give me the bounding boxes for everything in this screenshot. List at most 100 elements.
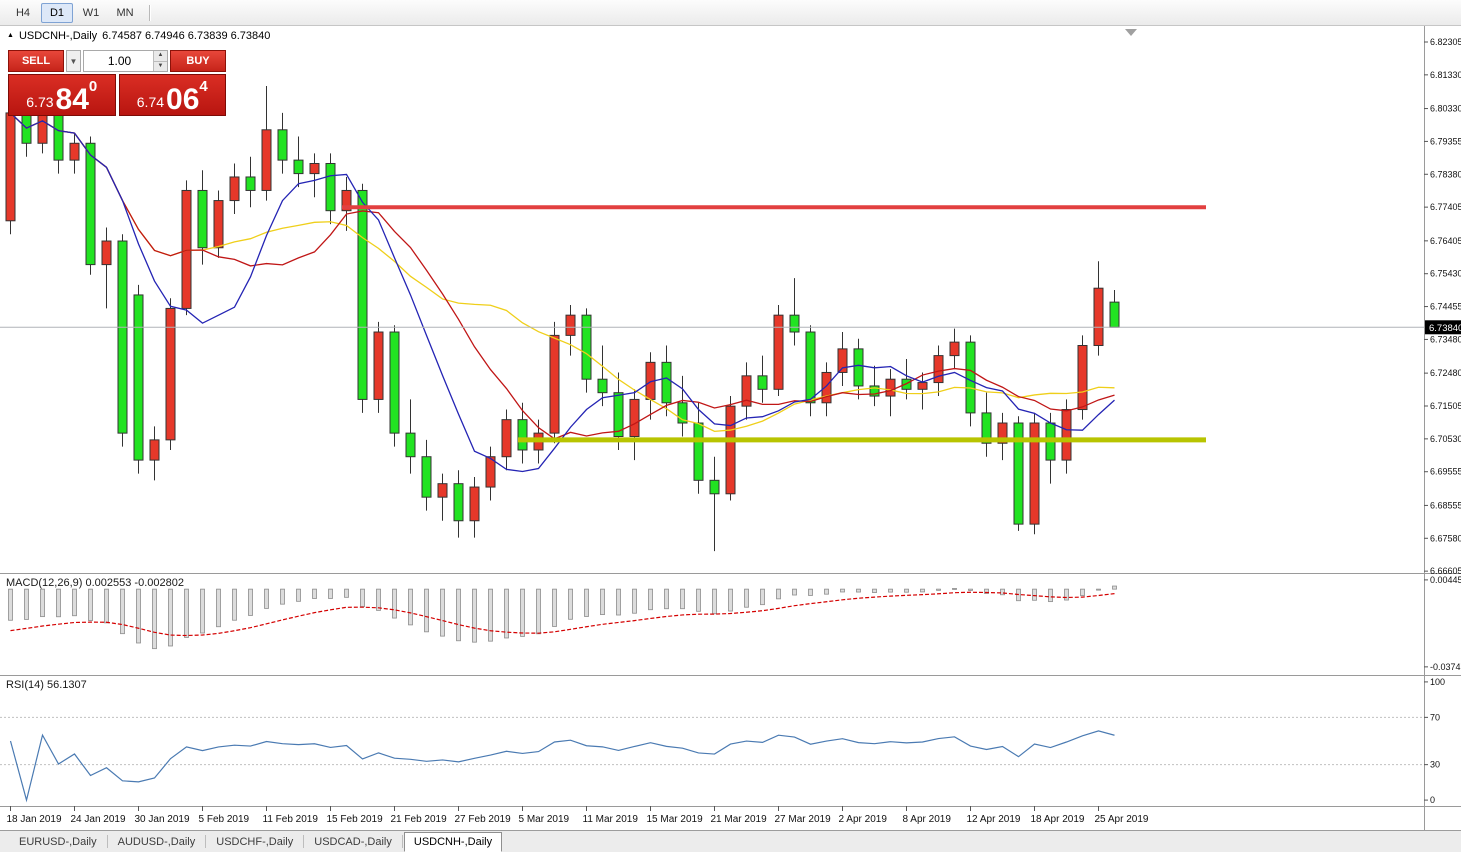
ask-pip-digit: 4 [199, 78, 208, 95]
trade-panel-controls: SELL ▼ ▲ ▼ BUY [8, 50, 226, 72]
macd-histogram-bar [872, 588, 877, 593]
buy-button[interactable]: BUY [170, 50, 226, 72]
candle [517, 419, 528, 451]
rsi-axis-label: 30 [1430, 760, 1440, 770]
macd-axis-label: -0.037475 [1430, 662, 1461, 672]
timeframe-button-d1[interactable]: D1 [41, 2, 73, 23]
price-axis-label: 6.70530 [1430, 434, 1461, 444]
volume-dropdown-button[interactable]: ▼ [66, 50, 81, 72]
price-axis-label: 6.81330 [1430, 70, 1461, 80]
volume-input[interactable] [84, 51, 167, 71]
rsi-indicator-label: RSI(14) 56.1307 [6, 679, 87, 691]
macd-histogram-bar [904, 588, 909, 593]
macd-histogram-bar [456, 588, 461, 642]
ohlc-readout: 6.74587 6.74946 6.73839 6.73840 [102, 30, 271, 42]
price-axis-label: 6.73480 [1430, 334, 1461, 344]
candle [453, 483, 464, 522]
date-axis-label: 2 Apr 2019 [839, 814, 888, 825]
macd-histogram-bar [216, 588, 221, 628]
date-axis-label: 25 Apr 2019 [1095, 814, 1149, 825]
candle [805, 331, 816, 404]
tab-usdchf-daily[interactable]: USDCHF-,Daily [216, 835, 294, 848]
candle [949, 341, 960, 357]
candle [309, 162, 320, 175]
tab-usdcad-daily[interactable]: USDCAD-,Daily [314, 835, 392, 848]
chart-tab-bar: EURUSD-,Daily AUDUSD-,Daily USDCHF-,Daily U… [0, 830, 1461, 852]
candle [501, 419, 512, 458]
triangle-icon: ▲ [7, 31, 14, 39]
macd-histogram-bar [776, 588, 781, 600]
ask-price-box[interactable]: 6.74 06 4 [118, 74, 226, 116]
macd-histogram-bar [1032, 588, 1037, 601]
timeframe-button-w1[interactable]: W1 [82, 6, 100, 19]
ma-line-21 [10, 112, 1115, 433]
candle [933, 355, 944, 384]
tab-usdcnh-daily[interactable]: USDCNH-,Daily [403, 831, 503, 852]
date-axis-label: 27 Mar 2019 [775, 814, 832, 825]
macd-histogram-bar [168, 588, 173, 647]
tab-separator [205, 835, 207, 848]
candle [1109, 301, 1120, 328]
ma-line-8 [10, 112, 1115, 473]
candle [373, 331, 384, 400]
volume-decrease-button[interactable]: ▼ [154, 61, 167, 71]
macd-histogram-bar [1112, 585, 1117, 590]
date-axis-label: 18 Apr 2019 [1031, 814, 1085, 825]
macd-histogram-bar [328, 588, 333, 599]
bid-price-box[interactable]: 6.73 84 0 [8, 74, 116, 116]
candle [437, 483, 448, 498]
candle [1093, 287, 1104, 346]
rsi-axis-label: 70 [1430, 712, 1440, 722]
macd-histogram-bar [648, 588, 653, 611]
symbol-name: USDCNH-,Daily [18, 30, 98, 42]
date-axis-label: 18 Jan 2019 [7, 814, 62, 825]
candle [1013, 422, 1024, 525]
candle [981, 412, 992, 444]
macd-histogram-bar [488, 588, 493, 642]
price-axis-label: 6.69555 [1430, 467, 1461, 477]
macd-histogram-bar [264, 588, 269, 609]
candle [1077, 344, 1088, 411]
tab-separator [303, 835, 305, 848]
tab-separator [401, 835, 403, 848]
candle [677, 402, 688, 424]
macd-histogram-bar [808, 588, 813, 596]
candle [837, 348, 848, 373]
macd-histogram-bar [88, 588, 93, 621]
candle [965, 341, 976, 414]
date-axis-label: 5 Mar 2019 [519, 814, 570, 825]
macd-histogram-bar [744, 588, 749, 608]
date-axis-label: 15 Mar 2019 [647, 814, 704, 825]
candle [773, 314, 784, 390]
price-axis-label: 6.75430 [1430, 269, 1461, 279]
ma-line-13 [10, 112, 1115, 440]
date-axis-label: 8 Apr 2019 [903, 814, 952, 825]
tab-separator [106, 835, 108, 848]
macd-histogram-bar [968, 588, 973, 591]
macd-histogram-bar [40, 588, 45, 618]
candle [1029, 422, 1040, 525]
tab-audusd-daily[interactable]: AUDUSD-,Daily [117, 835, 196, 848]
date-axis-label: 5 Feb 2019 [199, 814, 250, 825]
chart-shift-marker[interactable] [1125, 29, 1137, 36]
macd-histogram-bar [792, 588, 797, 596]
sell-button[interactable]: SELL [8, 50, 64, 72]
candle [869, 385, 880, 397]
chart-title: ▲ USDCNH-,Daily 6.74587 6.74946 6.73839 … [7, 30, 270, 42]
candle [293, 159, 304, 175]
timeframe-button-h4[interactable]: H4 [15, 6, 31, 19]
macd-histogram-bar [104, 588, 109, 624]
date-axis-label: 12 Apr 2019 [967, 814, 1021, 825]
macd-histogram-bar [824, 588, 829, 595]
candle [725, 405, 736, 495]
macd-histogram-bar [1048, 588, 1053, 603]
chart-window: 6.82305 6.81330 6.80330 6.79355 6.78380 6.774… [0, 26, 1461, 830]
macd-histogram-bar [520, 588, 525, 637]
tab-eurusd-daily[interactable]: EURUSD-,Daily [19, 835, 97, 848]
volume-increase-button[interactable]: ▲ [154, 51, 167, 62]
chart-canvas[interactable]: 6.82305 6.81330 6.80330 6.79355 6.78380 6.774… [0, 26, 1461, 830]
timeframe-button-mn[interactable]: MN [116, 6, 134, 19]
macd-histogram-bar [56, 588, 61, 618]
macd-axis-label: 0.004459 [1430, 575, 1461, 585]
